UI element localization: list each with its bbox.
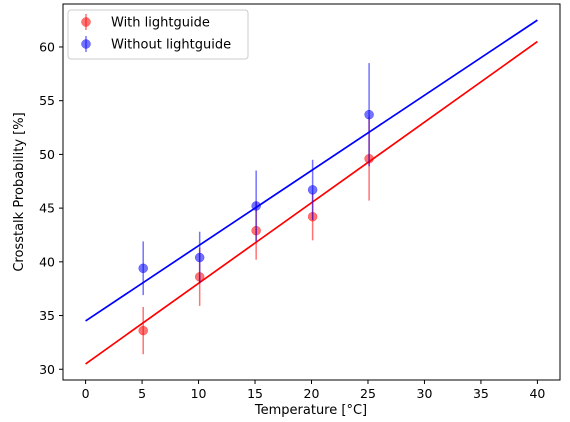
data-point-without-lightguide [307,185,318,195]
fit-line-with-lightguide [85,40,538,365]
data-point-without-lightguide [138,263,148,274]
x-tick-label: 30 [417,386,433,401]
y-tick-label: 30 [39,362,55,377]
data-point-without-lightguide [194,252,205,263]
legend-label-without-lightguide: Without lightguide [111,38,231,53]
y-axis-label: Crosstalk Probability [%] [12,112,27,271]
x-tick-label: 40 [529,386,545,401]
x-tick-label: 35 [473,386,489,401]
data-point-with-lightguide [138,325,148,336]
x-axis-label: Temperature [°C] [254,403,367,418]
legend-marker-with-lightguide [81,17,91,27]
legend-label-with-lightguide: With lightguide [111,16,210,31]
fit-line-without-lightguide [85,19,538,322]
y-tick-label: 60 [39,39,55,54]
x-tick-label: 25 [360,386,376,401]
plot-area [85,19,538,365]
x-tick-label: 0 [82,386,90,401]
y-tick-label: 50 [39,147,55,162]
y-tick-label: 55 [39,93,55,108]
y-tick-label: 40 [39,254,55,269]
data-point-without-lightguide [364,109,374,120]
y-tick-label: 45 [39,201,55,216]
legend-box [67,9,249,60]
x-tick-label: 10 [191,386,207,401]
x-tick-label: 5 [138,386,146,401]
axes-frame [62,3,561,381]
y-tick-label: 35 [39,308,55,323]
legend-marker-without-lightguide [81,39,91,49]
legend: With lightguide Without lightguide [67,9,249,60]
x-tick-label: 20 [304,386,320,401]
x-tick-label: 15 [247,386,263,401]
axis-ticks: 0 5 10 15 20 25 30 35 40 30 35 40 45 50 55 60 [39,39,545,401]
data-point-without-lightguide [251,201,261,211]
